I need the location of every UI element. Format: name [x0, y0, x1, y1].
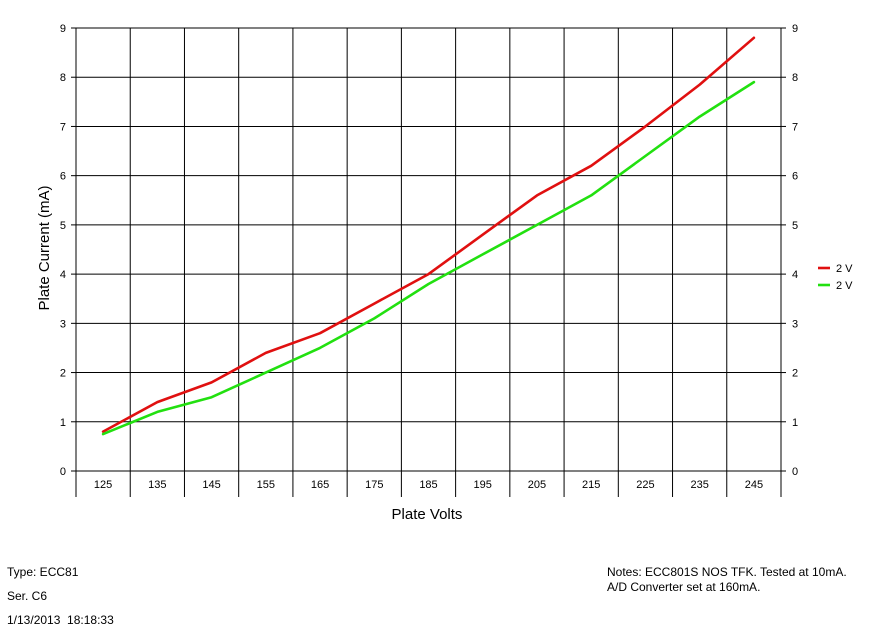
- y-tick-label-right: 6: [792, 171, 798, 183]
- y-tick-label-left: 7: [60, 121, 66, 133]
- y-tick-label-left: 5: [60, 220, 66, 232]
- y-tick-label-right: 2: [792, 368, 798, 380]
- y-tick-label-left: 9: [60, 23, 66, 35]
- legend-label-2: 2 V: [836, 280, 853, 292]
- tube-type: Type: ECC81: [7, 565, 79, 579]
- serial-number: Ser. C6: [7, 589, 48, 603]
- x-tick-label: 205: [528, 479, 546, 491]
- y-tick-label-left: 0: [60, 466, 66, 478]
- x-axis-title: Plate Volts: [392, 506, 463, 523]
- y-tick-label-left: 1: [60, 417, 66, 429]
- y-tick-label-right: 5: [792, 220, 798, 232]
- y-tick-label-left: 8: [60, 72, 66, 84]
- x-tick-label: 145: [202, 479, 220, 491]
- y-tick-label-right: 9: [792, 23, 798, 35]
- x-tick-label: 245: [745, 479, 763, 491]
- y-ticks-right: 0 1 2 3 4 5 6 7 8 9: [781, 23, 798, 478]
- x-ticks: 125 135 145 155 165 175 185 195 205 215 225 235 245: [94, 479, 763, 491]
- y-tick-label-left: 2: [60, 368, 66, 380]
- x-tick-label: 135: [148, 479, 166, 491]
- x-tick-label: 185: [419, 479, 437, 491]
- y-tick-label-right: 4: [792, 269, 798, 281]
- x-tick-label: 175: [365, 479, 383, 491]
- y-tick-label-right: 0: [792, 466, 798, 478]
- series-line-2: [101, 80, 756, 436]
- x-tick-label: 215: [582, 479, 600, 491]
- x-tick-label: 125: [94, 479, 112, 491]
- y-tick-label-right: 8: [792, 72, 798, 84]
- y-tick-label-left: 6: [60, 171, 66, 183]
- y-tick-label-right: 3: [792, 318, 798, 330]
- x-tick-label: 195: [474, 479, 492, 491]
- y-tick-label-left: 3: [60, 318, 66, 330]
- y-tick-label-right: 1: [792, 417, 798, 429]
- series-line-1: [101, 36, 756, 433]
- test-datetime: 1/13/2013 18:18:33: [7, 613, 114, 627]
- legend: 2 V2 V: [818, 263, 853, 292]
- x-tick-label: 235: [690, 479, 708, 491]
- x-tick-label: 155: [257, 479, 275, 491]
- grid: [75, 27, 782, 497]
- y-tick-label-right: 7: [792, 121, 798, 133]
- y-tick-label-left: 4: [60, 269, 66, 281]
- notes: Notes: ECC801S NOS TFK. Tested at 10mA. …: [607, 565, 857, 595]
- plate-curve-chart: 0 1 2 3 4 5 6 7 8 9 0 1 2 3 4 5 6 7 8 9 125 135 145 155 165 175…: [36, 23, 853, 523]
- y-axis-title: Plate Current (mA): [36, 185, 53, 310]
- y-ticks-left: 0 1 2 3 4 5 6 7 8 9: [60, 23, 76, 478]
- notes-line-1: Notes: ECC801S NOS TFK. Tested at 10mA.: [607, 565, 847, 579]
- notes-line-2: A/D Converter set at 160mA.: [607, 580, 761, 594]
- x-tick-label: 165: [311, 479, 329, 491]
- x-tick-label: 225: [636, 479, 654, 491]
- legend-label-1: 2 V: [836, 263, 853, 275]
- series-lines: [101, 36, 756, 436]
